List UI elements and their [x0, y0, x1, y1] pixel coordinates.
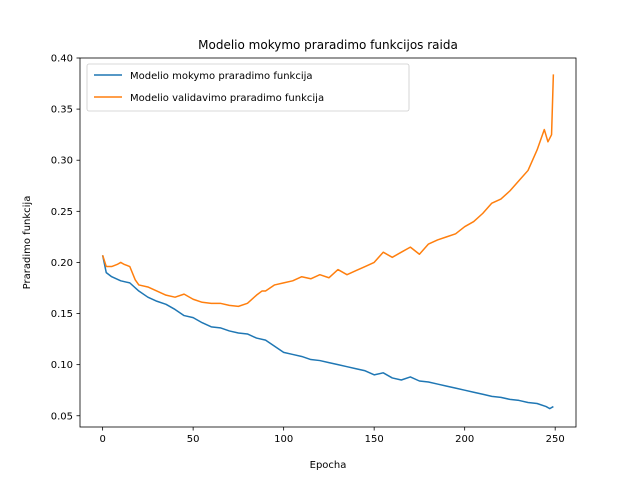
x-tick-label: 0	[99, 434, 105, 445]
legend-box	[86, 63, 410, 112]
x-tick-label: 100	[274, 434, 293, 445]
series-layer	[101, 74, 555, 410]
series-line-training	[101, 255, 554, 410]
legend: Modelio mokymo praradimo funkcija Modeli…	[86, 63, 410, 112]
x-tick-label: 200	[455, 434, 474, 445]
plot-frame	[79, 57, 577, 428]
y-tick-label: 0.10	[51, 360, 73, 371]
y-tick-label: 0.30	[51, 156, 73, 167]
y-tick-label: 0.25	[51, 207, 73, 218]
x-axis-label: Epocha	[310, 460, 347, 471]
y-tick-label: 0.15	[51, 309, 73, 320]
x-tick-label: 50	[187, 434, 200, 445]
y-axis-label: Praradimo funkcija	[22, 196, 33, 290]
legend-label-training: Modelio mokymo praradimo funkcija	[130, 71, 313, 82]
y-tick-label: 0.20	[51, 258, 73, 269]
x-tick-label: 250	[546, 434, 565, 445]
y-tick-label: 0.40	[51, 54, 73, 65]
plot-area-background	[80, 58, 576, 427]
y-tick-label: 0.35	[51, 105, 73, 116]
y-tick-label: 0.05	[51, 411, 73, 422]
x-axis-ticks: 0 50 100 150 200 250	[99, 427, 565, 445]
series-line-validation	[101, 74, 555, 308]
legend-label-validation: Modelio validavimo praradimo funkcija	[130, 93, 324, 104]
x-tick-label: 150	[365, 434, 384, 445]
chart-title: Modelio mokymo praradimo funkcijos raida	[198, 38, 458, 52]
y-axis-ticks: 0.05 0.10 0.15 0.20 0.25 0.30 0.35 0.40	[51, 54, 80, 422]
